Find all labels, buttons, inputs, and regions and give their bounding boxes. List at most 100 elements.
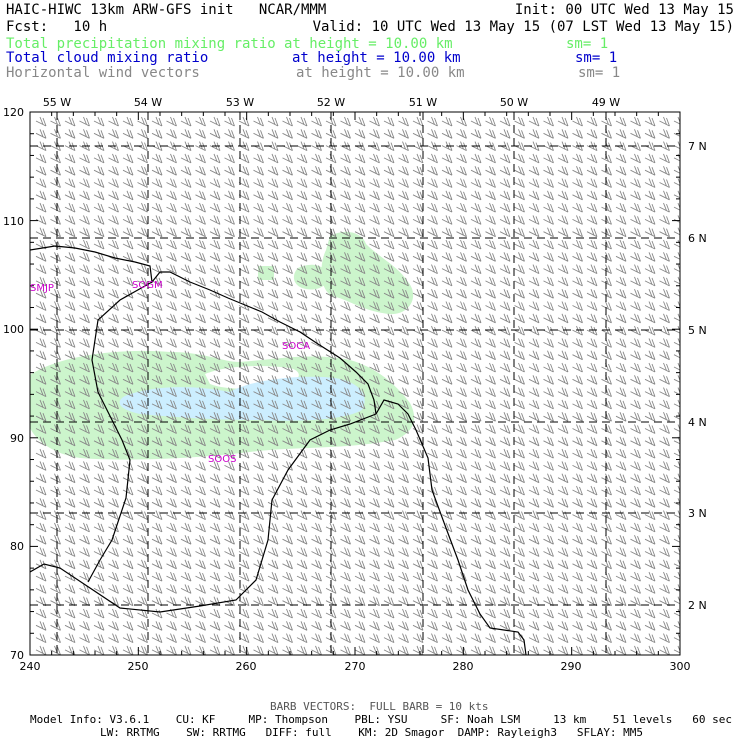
wind-barb <box>282 313 293 324</box>
wind-barb <box>282 116 293 127</box>
wind-barb <box>267 584 279 594</box>
wind-barb <box>195 547 206 557</box>
wind-barb <box>35 547 47 557</box>
wind-barb <box>398 338 409 348</box>
wind-barb <box>383 166 395 176</box>
wind-barb <box>180 535 192 545</box>
wind-barb <box>296 141 308 152</box>
wind-barb <box>354 301 366 311</box>
wind-barb <box>50 252 61 262</box>
wind-barb <box>644 608 656 619</box>
wind-barb <box>253 202 264 213</box>
wind-barb <box>122 375 134 385</box>
wind-barb <box>412 547 424 557</box>
wind-barb <box>93 498 105 508</box>
wind-barb <box>398 436 409 447</box>
wind-barb <box>238 289 250 299</box>
wind-barb <box>79 399 90 410</box>
wind-barb <box>630 387 641 398</box>
wind-barb <box>340 399 351 410</box>
wind-barb <box>180 338 192 348</box>
wind-barb <box>485 202 496 213</box>
wind-barb <box>528 559 540 570</box>
model-info-line2: LW: RRTMG SW: RRTMG DIFF: full KM: 2D Sm… <box>100 726 644 739</box>
wind-barb <box>369 461 380 471</box>
wind-barb <box>441 129 453 139</box>
wind-barb <box>195 559 206 570</box>
wind-barb <box>456 153 467 164</box>
wind-barb <box>644 301 656 311</box>
wind-barb <box>659 276 670 287</box>
wind-barb <box>180 571 192 582</box>
wind-barb <box>673 239 680 248</box>
wind-barb <box>369 608 380 619</box>
wind-barb <box>586 202 598 213</box>
wind-barb <box>543 535 554 545</box>
wind-barb <box>64 448 76 459</box>
wind-barb <box>108 178 119 188</box>
field2-height: at height = 10.00 km <box>292 50 461 66</box>
wind-barb <box>398 350 409 361</box>
wind-barb <box>615 448 627 459</box>
wind-barb <box>166 522 177 533</box>
wind-barb <box>673 252 680 260</box>
wind-barb <box>151 153 163 164</box>
wind-barb <box>644 350 656 361</box>
wind-barb <box>470 485 482 496</box>
wind-barb <box>528 153 540 164</box>
wind-barb <box>630 436 641 447</box>
wind-barb <box>296 227 308 238</box>
wind-barb <box>108 166 119 176</box>
wind-barb <box>412 633 424 644</box>
wind-barb <box>137 116 148 127</box>
wind-barb <box>151 350 163 361</box>
wind-barb <box>644 116 656 127</box>
wind-barb <box>543 276 554 287</box>
wind-barb <box>354 436 366 447</box>
wind-barb <box>427 190 438 201</box>
wind-barb <box>253 350 264 361</box>
wind-barb <box>485 325 496 336</box>
wind-barb <box>108 227 119 238</box>
wind-barb <box>441 178 453 188</box>
wind-barb <box>209 202 221 213</box>
wind-barb <box>586 264 598 275</box>
wind-barb <box>35 153 47 164</box>
wind-barb <box>93 608 105 619</box>
wind-barb <box>398 473 409 484</box>
wind-barb <box>267 412 279 422</box>
wind-barb <box>79 535 90 545</box>
field2-name: Total cloud mixing ratio <box>6 50 209 66</box>
wind-barb <box>412 608 424 619</box>
wind-barb <box>441 375 453 385</box>
wind-barb <box>253 264 264 275</box>
wind-barb <box>572 202 583 213</box>
wind-barb <box>383 412 395 422</box>
wind-barb <box>557 215 569 225</box>
wind-barb <box>456 325 467 336</box>
wind-barb <box>615 510 627 521</box>
wind-barb <box>224 522 235 533</box>
wind-barb <box>93 535 105 545</box>
wind-barb <box>615 387 627 398</box>
wind-barb <box>630 498 641 508</box>
wind-barb <box>166 436 177 447</box>
wind-barb <box>586 289 598 299</box>
wind-barb <box>659 325 670 336</box>
wind-barb <box>296 547 308 557</box>
wind-barb <box>238 190 250 201</box>
wind-barb <box>151 276 163 287</box>
wind-barb <box>441 571 453 582</box>
wind-barb <box>572 645 583 655</box>
wind-barb <box>195 239 206 250</box>
wind-barb <box>151 325 163 336</box>
wind-barb <box>354 252 366 262</box>
wind-barb <box>441 608 453 619</box>
wind-barb <box>383 510 395 521</box>
wind-barb <box>195 141 206 152</box>
wind-barb <box>499 202 511 213</box>
wind-barb <box>427 535 438 545</box>
wind-barb <box>311 510 322 521</box>
wind-barb <box>644 313 656 324</box>
wind-barb <box>122 645 134 655</box>
